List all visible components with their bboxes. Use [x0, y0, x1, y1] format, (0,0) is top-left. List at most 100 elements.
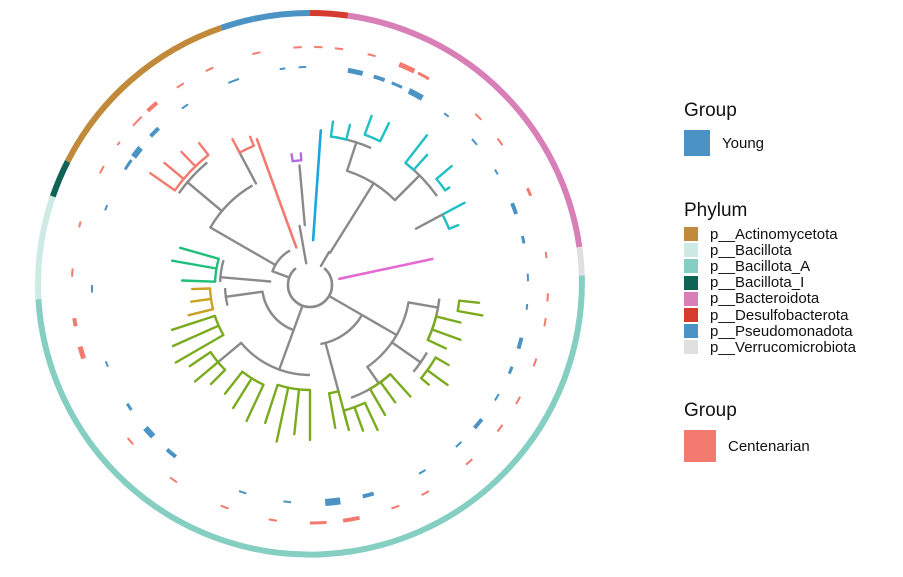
tree-branch: [328, 181, 375, 255]
phylum-ring-segment: [220, 15, 255, 31]
phylum-ring-segment: [347, 12, 583, 248]
phylum-ring-segment: [576, 246, 585, 276]
tree-branch: [223, 370, 244, 395]
tree-branches: [149, 114, 484, 443]
tree-branch: [327, 392, 337, 429]
tree-branch: [434, 315, 462, 324]
centenarian-abundance-mark: [465, 458, 473, 466]
tree-branch: [149, 171, 177, 192]
phylum-ring: [35, 9, 585, 558]
centenarian-abundance-mark: [169, 476, 178, 484]
tree-branch: [239, 144, 255, 154]
legend-item-phylum: p__Bacillota_A: [684, 258, 856, 275]
tree-branch: [163, 161, 185, 181]
tree-branch: [209, 184, 254, 229]
young-abundance-mark: [520, 235, 526, 244]
young-abundance-mark: [347, 67, 364, 76]
tree-branch: [298, 224, 308, 265]
tree-branch: [224, 290, 264, 298]
centenarian-abundance-mark: [474, 113, 482, 121]
tree-branch: [419, 377, 430, 386]
legend-group-young: Group Young: [684, 100, 764, 156]
tree-branch: [366, 302, 410, 368]
young-abundance-mark: [181, 103, 189, 110]
tree-branch: [275, 386, 290, 443]
tree-branch: [435, 164, 453, 181]
tree-branch: [193, 360, 220, 383]
legend-phylum-items: p__Actinomycetota p__Bacillota p__Bacillot…: [684, 226, 856, 356]
centenarian-abundance-mark: [391, 504, 400, 510]
centenarian-abundance-mark: [126, 437, 134, 445]
young-abundance-mark: [516, 337, 524, 350]
centenarian-abundance-mark: [532, 358, 538, 367]
tree-branch: [241, 370, 265, 386]
tree-branch: [337, 257, 434, 281]
tree-branch: [292, 159, 302, 163]
legend-label-young: Young: [722, 134, 764, 152]
tree-branch: [447, 223, 460, 231]
young-abundance-mark: [238, 490, 247, 495]
centenarian-abundance-mark: [515, 396, 521, 405]
tree-branch: [364, 133, 381, 143]
legend-item-phylum: p__Desulfobacterota: [684, 307, 856, 324]
legend-item-phylum: p__Verrucomicrobiota: [684, 339, 856, 356]
centenarian-abundance-mark: [496, 137, 504, 146]
legend-swatch: [684, 324, 698, 339]
tree-branch: [209, 368, 227, 386]
legend-label: p__Bacillota_I: [710, 274, 805, 292]
centenarian-abundance-mark: [417, 71, 430, 81]
tree-branch: [319, 250, 331, 268]
legend-item-young: Young: [684, 130, 764, 156]
young-abundance-mark: [407, 88, 424, 101]
tree-branch: [458, 299, 481, 304]
tree-branch: [345, 123, 352, 141]
tree-branch: [404, 161, 415, 171]
tree-branch: [245, 383, 265, 423]
legend-swatch: [684, 259, 698, 274]
centenarian-abundance-mark: [526, 187, 533, 197]
phylum-ring-segment: [309, 9, 349, 19]
tree-branch: [293, 388, 301, 436]
tree-branch: [390, 341, 422, 364]
tree-branch: [434, 356, 450, 367]
young-abundance-mark: [510, 202, 518, 215]
centenarian-abundance-mark: [252, 51, 261, 56]
legend-label: p__Pseudomonadota: [710, 322, 853, 340]
young-abundance-mark: [507, 366, 514, 375]
young-abundance-mark: [104, 360, 109, 368]
tree-branch: [353, 406, 365, 432]
centenarian-abundance-mark: [309, 520, 327, 525]
young-abundance-mark: [443, 112, 450, 118]
centenarian-abundance-mark: [220, 504, 229, 510]
tree-branch: [170, 259, 218, 270]
tree-branch: [426, 369, 449, 387]
tree-branch: [189, 297, 213, 303]
young-abundance-mark: [494, 393, 500, 402]
tree-branch: [346, 169, 396, 201]
legend-title: Phylum: [684, 200, 748, 221]
tree-branch: [180, 279, 217, 283]
centenarian-abundance-mark: [146, 101, 159, 113]
tree-branch: [186, 180, 224, 213]
young-abundance-mark: [283, 500, 292, 504]
centenarian-abundance-mark: [77, 345, 86, 360]
tree-branch: [379, 380, 397, 404]
tree-branch: [324, 341, 340, 393]
phylum-ring-segment: [252, 9, 311, 22]
legend-item-phylum: p__Pseudomonadota: [684, 322, 856, 340]
tree-branch: [360, 313, 398, 337]
tree-branch: [412, 351, 428, 373]
tree-branch: [426, 316, 438, 341]
tree-branch: [456, 300, 461, 312]
centenarian-abundance-mark: [544, 251, 548, 259]
legend-swatch: [684, 308, 698, 323]
tree-branch: [218, 259, 225, 282]
tree-branch: [219, 276, 272, 283]
tree-branch: [393, 174, 421, 202]
tree-branch: [407, 301, 440, 309]
tree-branch: [286, 267, 334, 309]
young-abundance-mark: [494, 168, 499, 175]
legend-title: Group: [684, 100, 737, 121]
tree-branch: [444, 186, 451, 192]
tree-branch: [187, 308, 215, 317]
